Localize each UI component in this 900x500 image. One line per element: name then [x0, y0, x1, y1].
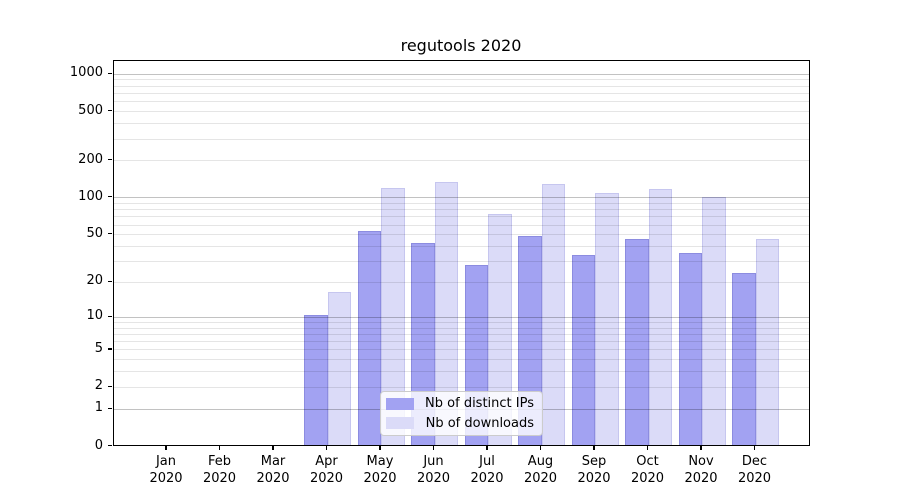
- gridline-minor-7: [113, 333, 809, 335]
- y-tick-label-0: 0: [94, 437, 103, 453]
- x-tick-label-oct: Oct 2020: [630, 453, 665, 487]
- x-tick-label-mar: Mar 2020: [256, 453, 290, 487]
- gridline-minor-300: [113, 138, 809, 140]
- x-tick-mark-jul: [486, 445, 488, 450]
- bar-downloads-dec: [755, 239, 779, 445]
- y-tick-label-200: 200: [78, 151, 103, 167]
- x-tick-label-dec: Dec 2020: [737, 453, 772, 487]
- x-tick-mark-oct: [646, 445, 649, 450]
- bar-ips-may: [357, 230, 381, 445]
- x-tick-mark-aug: [539, 445, 542, 450]
- gridline-minor-800: [113, 85, 809, 87]
- legend-entry-downloads: Nb of downloads: [386, 416, 534, 432]
- x-tick-mark-mar: [272, 445, 274, 450]
- bar-downloads-jun: [434, 181, 458, 445]
- gridline-minor-500: [113, 111, 809, 113]
- gridline-minor-50: [113, 234, 809, 236]
- y-tick-mark-2: [108, 385, 112, 387]
- gridline-minor-600: [113, 101, 809, 103]
- y-tick-mark-5: [108, 348, 112, 350]
- x-tick-mark-dec: [753, 445, 756, 450]
- x-tick-label-may: May 2020: [363, 453, 397, 487]
- x-tick-mark-jun: [432, 445, 435, 450]
- bar-downloads-aug: [541, 183, 565, 445]
- y-tick-label-50: 50: [86, 225, 103, 241]
- gridline-minor-90: [113, 203, 809, 204]
- gridline-minor-40: [113, 245, 809, 247]
- x-tick-label-sep: Sep 2020: [577, 453, 611, 487]
- gridline-minor-900: [113, 79, 809, 81]
- bar-ips-apr: [304, 315, 328, 445]
- gridline-minor-700: [113, 93, 809, 95]
- x-tick-mark-jan: [165, 445, 167, 450]
- y-tick-mark-500: [108, 110, 112, 112]
- legend-label-downloads: Nb of downloads: [425, 415, 534, 431]
- bar-ips-sep: [571, 254, 595, 445]
- gridline-minor-70: [113, 216, 809, 218]
- gridline-minor-4: [113, 359, 809, 361]
- x-tick-label-aug: Aug 2020: [523, 453, 558, 487]
- gridline-minor-6: [113, 341, 809, 343]
- y-tick-label-20: 20: [86, 273, 103, 289]
- y-tick-label-5: 5: [94, 340, 103, 356]
- gridline-minor-200: [113, 160, 809, 162]
- x-tick-label-nov: Nov 2020: [684, 453, 718, 487]
- plot-area: [112, 60, 810, 446]
- x-tick-label-jul: Jul 2020: [470, 453, 504, 487]
- bar-downloads-sep: [595, 192, 619, 445]
- gridline-minor-60: [113, 224, 809, 226]
- gridline-minor-5: [113, 349, 809, 351]
- legend: Nb of distinct IPs Nb of downloads: [380, 391, 543, 436]
- x-tick-mark-apr: [325, 445, 328, 450]
- legend-entry-distinct-ips: Nb of distinct IPs: [386, 396, 534, 412]
- gridline-major-100: [113, 197, 809, 199]
- gridline-minor-3: [113, 371, 809, 373]
- y-tick-mark-10: [108, 315, 112, 317]
- gridline-major-1000: [113, 73, 809, 75]
- y-tick-mark-50: [108, 233, 112, 235]
- y-tick-mark-200: [108, 159, 112, 161]
- y-tick-label-2: 2: [94, 378, 103, 394]
- y-tick-mark-1000: [108, 72, 112, 74]
- y-tick-mark-1: [108, 407, 112, 409]
- y-tick-mark-0: [108, 444, 112, 447]
- y-tick-mark-100: [108, 196, 112, 198]
- gridline-minor-400: [113, 123, 809, 125]
- gridline-major-10: [113, 316, 809, 318]
- bar-downloads-jul: [488, 214, 512, 445]
- bar-downloads-nov: [702, 196, 726, 445]
- chart-title: regutools 2020: [400, 36, 522, 55]
- gridline-minor-9: [113, 321, 809, 323]
- bar-downloads-apr: [327, 291, 351, 445]
- y-tick-label-1: 1: [94, 400, 103, 416]
- y-tick-label-10: 10: [86, 308, 103, 324]
- gridline-minor-8: [113, 327, 809, 329]
- gridline-minor-20: [113, 281, 809, 283]
- x-tick-mark-nov: [700, 445, 702, 450]
- bar-ips-nov: [678, 252, 702, 445]
- bar-ips-oct: [625, 239, 649, 445]
- gridline-minor-80: [113, 209, 809, 211]
- x-tick-mark-may: [379, 445, 381, 450]
- x-tick-label-jan: Jan 2020: [149, 453, 183, 487]
- y-tick-mark-20: [108, 280, 112, 283]
- legend-label-distinct-ips: Nb of distinct IPs: [425, 396, 534, 412]
- x-tick-label-apr: Apr 2020: [309, 453, 344, 487]
- x-tick-label-feb: Feb 2020: [202, 453, 237, 487]
- bar-downloads-oct: [648, 188, 672, 445]
- legend-swatch-distinct-ips: [386, 397, 414, 410]
- x-tick-mark-sep: [593, 445, 595, 450]
- gridline-minor-30: [113, 261, 809, 262]
- y-tick-label-1000: 1000: [69, 65, 103, 81]
- legend-swatch-downloads: [386, 417, 414, 430]
- gridline-minor-2: [113, 386, 809, 388]
- bar-downloads-may: [381, 188, 405, 445]
- bar-ips-dec: [732, 273, 756, 445]
- x-tick-mark-feb: [218, 445, 221, 450]
- y-tick-label-500: 500: [78, 102, 103, 118]
- y-tick-label-100: 100: [78, 188, 103, 204]
- x-tick-label-jun: Jun 2020: [416, 453, 451, 487]
